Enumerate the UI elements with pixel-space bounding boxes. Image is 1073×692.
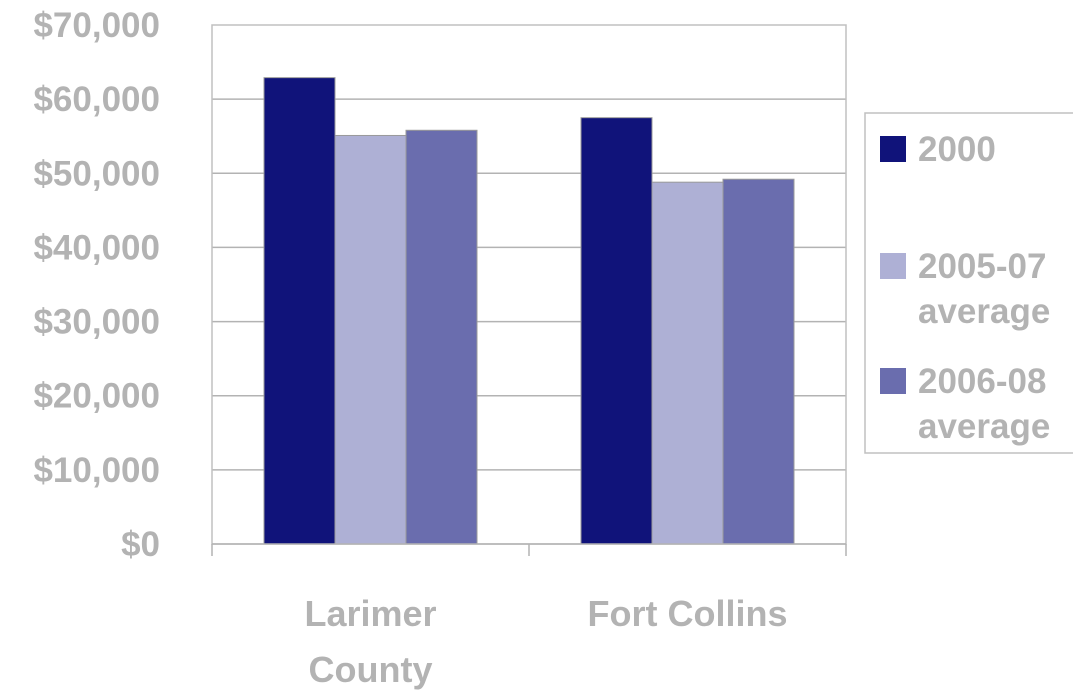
category-label: Fort Collins: [588, 593, 788, 634]
bar: [722, 178, 795, 545]
axes: [211, 543, 847, 556]
bar: [651, 181, 724, 545]
legend-box: [864, 112, 1073, 454]
y-tick-label: $0: [121, 525, 160, 564]
y-tick-labels: $0 $10,000 $20,000 $30,000 $40,000 $50,000 $60…: [33, 6, 160, 564]
legend: 2000 2005-07 average 2006-08 average: [864, 112, 1073, 454]
y-tick-label: $10,000: [33, 451, 160, 490]
legend-label: 2006-08 average: [918, 362, 1050, 446]
y-tick-label: $40,000: [33, 228, 160, 267]
category-label: Larimer County: [304, 593, 436, 690]
y-tick-label: $60,000: [33, 80, 160, 119]
bar: [263, 77, 336, 545]
legend-label: 2000: [918, 130, 996, 169]
legend-swatch: [880, 136, 906, 162]
legend-label: 2005-07 average: [918, 247, 1050, 331]
bar: [334, 134, 407, 545]
bar: [580, 117, 653, 545]
y-tick-label: $20,000: [33, 377, 160, 416]
y-tick-label: $30,000: [33, 303, 160, 342]
bar: [405, 129, 478, 545]
y-tick-label: $50,000: [33, 154, 160, 193]
legend-swatch: [880, 368, 906, 394]
y-tick-label: $70,000: [33, 6, 160, 45]
legend-swatch: [880, 253, 906, 279]
bars: [263, 77, 795, 545]
category-labels: Larimer County Fort Collins: [304, 593, 787, 690]
